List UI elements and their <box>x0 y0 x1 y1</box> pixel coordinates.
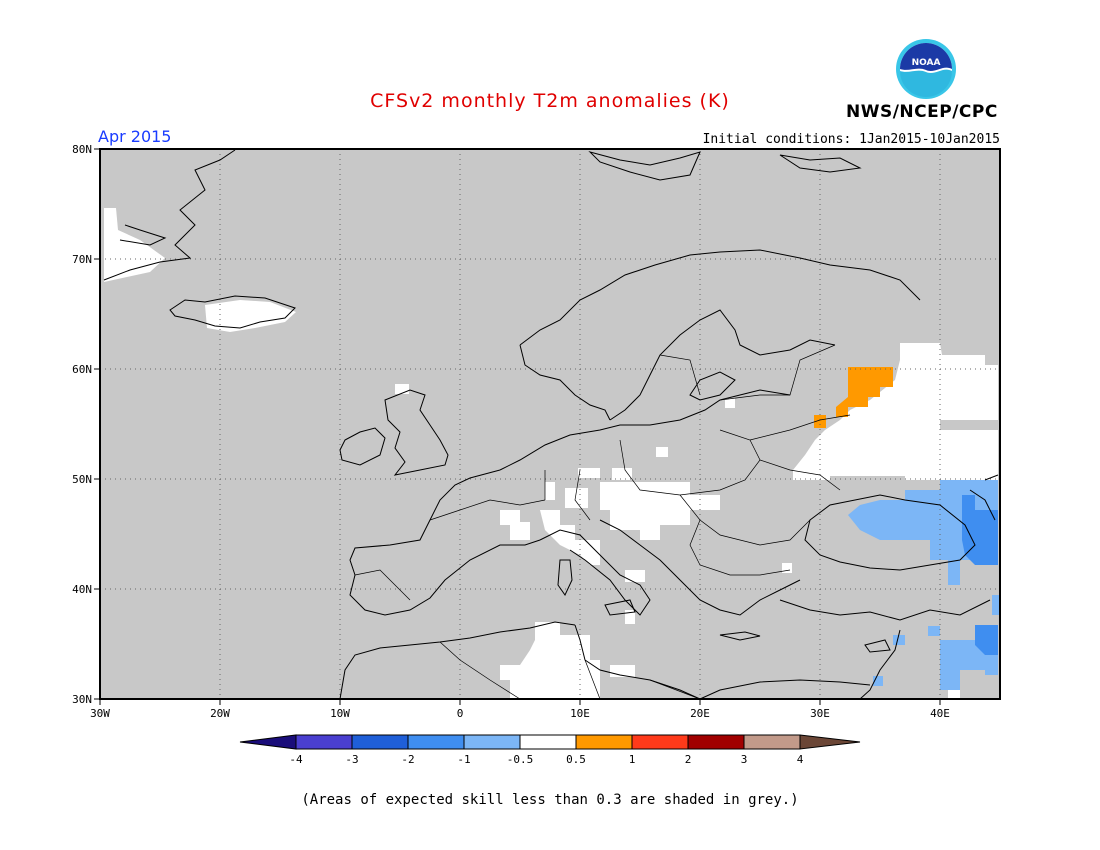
colorbar-segment <box>463 734 521 750</box>
colorbar-segment <box>687 734 745 750</box>
colorbar-segment <box>407 734 465 750</box>
germany-white-1 <box>578 468 600 478</box>
scotland-white <box>395 384 409 394</box>
longitude-labels: 30W 20W 10W 0 10E 20E 30E 40E <box>90 707 950 720</box>
lon-label: 20W <box>210 707 230 720</box>
britain-coast <box>384 389 449 476</box>
italy-coast <box>539 529 651 616</box>
gridlines <box>100 149 1000 699</box>
svalbard-coast <box>588 151 701 181</box>
lon-label: 20E <box>690 707 710 720</box>
crete-east-light-blue <box>893 635 905 645</box>
north-africa-coast <box>699 679 871 700</box>
cool-anomaly-regions <box>848 468 1000 690</box>
eastern-europe-white <box>793 343 998 480</box>
iceland-white <box>205 300 296 332</box>
lon-label: 30W <box>90 707 110 720</box>
tunisia-white <box>500 622 600 699</box>
lat-label: 40N <box>72 583 92 596</box>
france-white-1 <box>545 482 555 500</box>
colorbar: -4 -3 -2 -1 -0.5 0.5 1 2 3 4 <box>239 734 861 766</box>
iraq-light-blue <box>992 595 1000 615</box>
colorbar-segment <box>743 734 801 750</box>
chart-title: CFSv2 monthly T2m anomalies (K) <box>370 90 730 112</box>
north-europe-coast <box>499 389 791 471</box>
alps-white-1 <box>565 488 588 508</box>
iberia-france-coast <box>349 469 541 616</box>
colorbar-right-arrow <box>799 734 861 750</box>
italy-south-white <box>625 570 645 582</box>
latitude-labels: 80N 70N 60N 50N 40N 30N <box>72 143 92 706</box>
lat-label: 50N <box>72 473 92 486</box>
turkey-coast <box>779 599 991 621</box>
lat-label: 80N <box>72 143 92 156</box>
colorbar-segment <box>295 734 353 750</box>
france-white-2 <box>500 510 530 540</box>
logo-text: NOAA <box>912 58 941 68</box>
colorbar-label: -0.5 <box>507 753 534 766</box>
colorbar-label: 1 <box>629 753 636 766</box>
colorbar-label: -2 <box>401 753 414 766</box>
noaa-logo-icon: NOAA <box>896 39 956 99</box>
sicily-white <box>625 610 635 624</box>
baltic-coast <box>609 309 836 421</box>
greenland-coast <box>103 149 236 281</box>
caucasus-blue <box>962 495 998 565</box>
greenland-white <box>104 208 165 282</box>
egypt-light-blue <box>873 676 883 686</box>
poland-white <box>656 447 668 457</box>
colorbar-segment <box>351 734 409 750</box>
lat-label: 70N <box>72 253 92 266</box>
norway-coast <box>519 249 921 346</box>
arabia-white <box>948 688 960 699</box>
lon-label: 40E <box>930 707 950 720</box>
germany-white-2 <box>612 468 632 480</box>
lon-label: 0 <box>457 707 464 720</box>
colorbar-segment <box>519 734 577 750</box>
near-normal-regions <box>104 208 998 699</box>
cyprus-light-blue <box>928 626 940 636</box>
ireland-coast <box>339 427 386 466</box>
map-frame <box>99 148 1001 700</box>
black-sea-coast <box>804 494 976 571</box>
agency-name: NWS/NCEP/CPC <box>846 102 998 122</box>
balkans-coast <box>599 519 801 616</box>
central-europe-white <box>600 482 720 540</box>
warm-anomaly-small <box>814 415 826 428</box>
colorbar-label: 4 <box>797 753 804 766</box>
colorbar-left-arrow <box>239 734 297 750</box>
colorbar-label: 0.5 <box>566 753 586 766</box>
iceland-coast <box>169 295 296 329</box>
colorbar-label: -4 <box>289 753 303 766</box>
lon-label: 10E <box>570 707 590 720</box>
colorbar-label: -1 <box>457 753 470 766</box>
axis-ticks <box>94 148 941 705</box>
baltic-white <box>725 398 735 408</box>
colorbar-segment <box>575 734 633 750</box>
forecast-period: Apr 2015 <box>98 127 172 146</box>
country-borders <box>354 344 851 700</box>
colorbar-segment <box>631 734 689 750</box>
colorbar-label: -3 <box>345 753 358 766</box>
lon-label: 10W <box>330 707 350 720</box>
black-sea-light-blue <box>848 468 998 585</box>
italy-white <box>540 510 600 565</box>
levant-blue <box>975 625 998 655</box>
colorbar-label: 3 <box>741 753 748 766</box>
warm-anomaly-russia <box>836 367 893 417</box>
coastlines <box>103 149 999 700</box>
bulgaria-white <box>782 563 792 573</box>
initial-conditions: Initial conditions: 1Jan2015-10Jan2015 <box>702 132 1000 147</box>
lon-label: 30E <box>810 707 830 720</box>
colorbar-label: 2 <box>685 753 692 766</box>
skill-caption: (Areas of expected skill less than 0.3 a… <box>301 792 799 808</box>
lat-label: 30N <box>72 693 92 706</box>
lat-label: 60N <box>72 363 92 376</box>
